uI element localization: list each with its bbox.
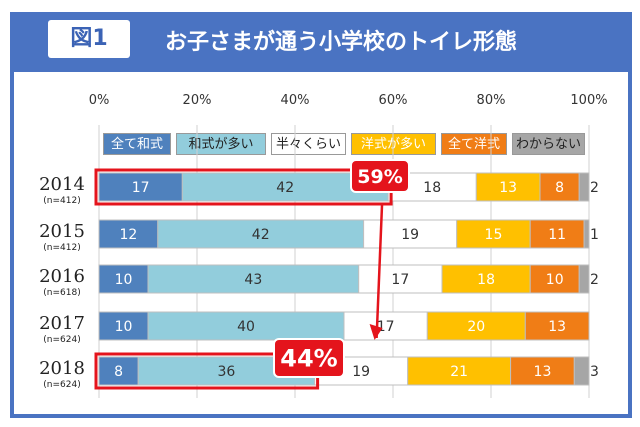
category-label: 2017 — [39, 313, 85, 334]
bar-segment — [475, 172, 541, 202]
bar-segment — [98, 311, 149, 341]
data-label: 18 — [423, 180, 441, 196]
x-tick-label: 100% — [570, 93, 607, 108]
x-tick-label: 20% — [183, 93, 212, 108]
data-label: 21 — [450, 364, 468, 380]
data-label: 18 — [477, 272, 495, 288]
data-label: 42 — [276, 180, 294, 196]
data-label: 43 — [244, 272, 262, 288]
data-label: 20 — [467, 319, 485, 335]
data-label: 17 — [132, 180, 150, 196]
data-label: 10 — [115, 272, 133, 288]
category-label: 2016 — [39, 266, 85, 287]
bar-segment — [426, 311, 526, 341]
legend-item: 和式が多い — [176, 133, 266, 155]
legend-item: 全て和式 — [103, 133, 171, 155]
bar-segment — [583, 219, 590, 249]
legend-item: 半々くらい — [271, 133, 346, 155]
annotation-badge — [350, 159, 410, 193]
data-label: 40 — [237, 319, 255, 335]
data-label: 10 — [546, 272, 564, 288]
category-sublabel: (n=412) — [43, 243, 80, 253]
bar-segment — [157, 219, 365, 249]
bar-segment — [98, 219, 159, 249]
trend-arrow — [375, 202, 384, 339]
category-sublabel: (n=624) — [43, 335, 80, 345]
bar-segment — [98, 264, 149, 294]
arrowhead — [369, 324, 383, 340]
annotation-badge — [273, 338, 345, 378]
annotation-label: 59% — [357, 166, 402, 188]
data-label: 8 — [114, 364, 123, 380]
bar-segment — [578, 172, 590, 202]
data-label: 15 — [485, 227, 503, 243]
category-label: 2018 — [39, 358, 85, 379]
bar-segment — [529, 219, 585, 249]
data-label: 13 — [499, 180, 517, 196]
bar-segment — [343, 311, 428, 341]
data-label: 19 — [352, 364, 370, 380]
data-label: 1 — [590, 227, 599, 243]
bar-segment — [147, 264, 360, 294]
data-label: 17 — [377, 319, 395, 335]
x-tick-label: 80% — [477, 93, 506, 108]
data-label: 11 — [548, 227, 566, 243]
data-label: 13 — [534, 364, 552, 380]
category-label: 2015 — [39, 221, 85, 242]
data-label: 36 — [217, 364, 235, 380]
bar-segment — [578, 264, 590, 294]
bar-segment — [358, 264, 443, 294]
bar-segment — [529, 264, 580, 294]
bar-segment — [441, 264, 531, 294]
data-label: 13 — [548, 319, 566, 335]
data-label: 2 — [590, 180, 599, 196]
bar-segment — [510, 356, 575, 386]
header-bar: 図1 お子さまが通う小学校のトイレ形態 — [10, 12, 632, 68]
x-tick-label: 60% — [379, 93, 408, 108]
chart-title: お子さまが通う小学校のトイレ形態 — [165, 30, 518, 55]
category-sublabel: (n=412) — [43, 196, 80, 206]
x-tick-label: 40% — [281, 93, 310, 108]
data-label: 3 — [590, 364, 599, 380]
annotation-label: 44% — [280, 345, 337, 373]
bar-segment — [524, 311, 590, 341]
legend-item: わからない — [512, 133, 585, 155]
category-label: 2014 — [39, 174, 85, 195]
bar-segment — [456, 219, 531, 249]
data-label: 8 — [555, 180, 564, 196]
category-sublabel: (n=618) — [43, 288, 80, 298]
data-label: 10 — [115, 319, 133, 335]
figure-label: 図1 — [48, 20, 130, 58]
bar-segment — [407, 356, 512, 386]
data-label: 2 — [590, 272, 599, 288]
x-tick-label: 0% — [89, 93, 110, 108]
data-label: 12 — [119, 227, 137, 243]
data-label: 42 — [252, 227, 270, 243]
category-sublabel: (n=624) — [43, 380, 80, 390]
data-label: 19 — [401, 227, 419, 243]
bar-segment — [573, 356, 590, 386]
data-label: 17 — [391, 272, 409, 288]
bar-segment — [98, 172, 183, 202]
